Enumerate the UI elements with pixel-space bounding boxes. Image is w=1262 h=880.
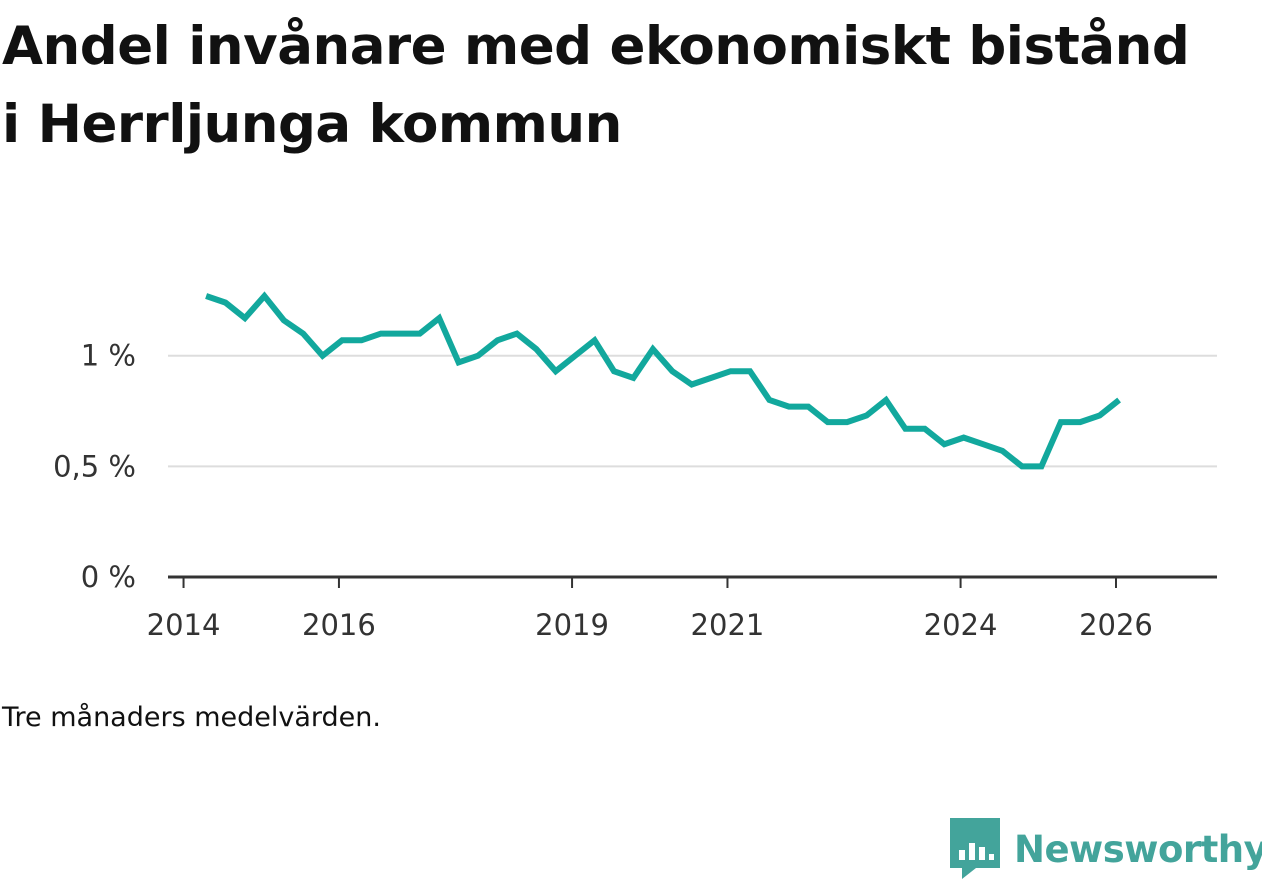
x-tick-label: 2014 [147, 608, 221, 642]
newsworthy-logo-text: Newsworthy [1014, 827, 1262, 871]
newsworthy-logo-icon [950, 818, 1000, 879]
y-tick-label: 1 % [81, 339, 136, 373]
series-line [205, 291, 1121, 470]
chart-title: Andel invånare med ekonomiskt bistånd i … [2, 16, 1190, 155]
x-tick-label: 2016 [302, 608, 376, 642]
gridlines [168, 354, 1217, 468]
y-tick-label: 0 % [81, 560, 136, 594]
x-tick-label: 2021 [691, 608, 765, 642]
y-tick-label: 0,5 % [53, 449, 136, 483]
line-chart: 0 % 0,5 % 1 % 2014 2016 2019 2021 2024 2026 [53, 291, 1217, 642]
tick-labels: 0 % 0,5 % 1 % 2014 2016 2019 2021 2024 2026 [53, 339, 1153, 642]
x-axis [168, 575, 1217, 588]
series [205, 291, 1121, 470]
x-tick-label: 2019 [535, 608, 609, 642]
newsworthy-logo[interactable]: Newsworthy [950, 818, 1262, 880]
chart-caption: Tre månaders medelvärden. [2, 702, 381, 733]
x-tick-label: 2024 [924, 608, 998, 642]
x-tick-label: 2026 [1079, 608, 1153, 642]
